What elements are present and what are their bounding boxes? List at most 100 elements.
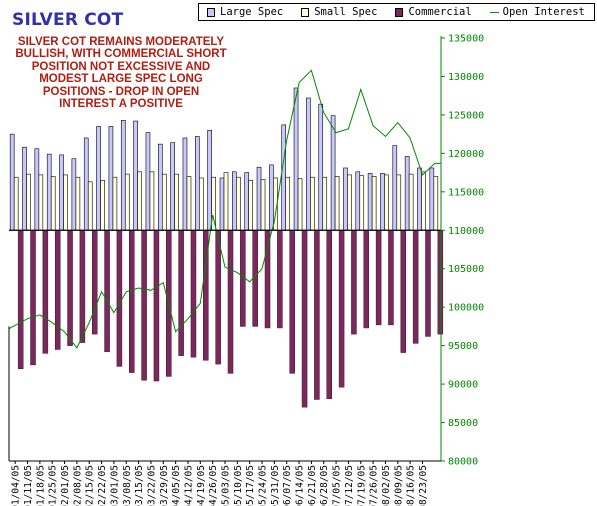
small-spec-bars	[13, 171, 439, 231]
small-spec-bar	[408, 173, 414, 231]
commercial-bar	[54, 230, 61, 350]
small-spec-bar	[396, 174, 402, 231]
large-spec-bar	[355, 171, 361, 231]
x-tick-label: 07/19/05	[356, 465, 367, 506]
large-spec-bar	[46, 153, 52, 231]
large-spec-bar	[429, 167, 435, 231]
legend-swatch-large-spec	[207, 7, 215, 17]
x-tick-label: 06/28/05	[319, 465, 330, 506]
small-spec-bar	[174, 173, 179, 231]
y-tick-label: 100000	[448, 303, 484, 314]
commercial-bar	[375, 230, 382, 326]
x-tick-label: 08/16/05	[406, 465, 417, 506]
large-spec-bar	[145, 132, 151, 231]
large-spec-bar	[96, 126, 101, 231]
x-tick-label: 03/08/05	[122, 465, 133, 506]
small-spec-bar	[137, 171, 142, 231]
x-tick-label: 08/02/05	[381, 465, 392, 506]
legend-label: Small Spec	[314, 6, 378, 18]
commercial-bar	[67, 230, 73, 346]
legend-item-open-interest: Open Interest	[489, 6, 585, 18]
open-interest-line	[8, 69, 441, 349]
small-spec-bar	[248, 179, 253, 231]
x-tick-label: 02/08/05	[72, 465, 83, 506]
x-tick-label: 08/09/05	[393, 465, 404, 506]
legend-label: Open Interest	[502, 6, 585, 18]
annotation-line: POSITIONS - DROP IN OPEN	[42, 85, 200, 98]
legend-swatch-open-interest	[489, 11, 499, 13]
commercial-bar	[178, 230, 184, 356]
x-tick-label: 07/26/05	[369, 465, 380, 506]
small-spec-bar	[322, 176, 328, 231]
commercial-bar	[30, 230, 36, 366]
x-tick-label: 04/05/05	[171, 465, 182, 506]
small-spec-bar	[38, 174, 44, 231]
small-spec-bar	[63, 174, 68, 231]
commercial-bar	[437, 230, 444, 335]
annotation-line: INTEREST A POSITIVE	[59, 98, 183, 111]
large-spec-bar	[34, 148, 40, 231]
small-spec-bar	[359, 175, 365, 231]
large-spec-bar	[157, 143, 163, 231]
commercial-bar	[42, 230, 49, 354]
commercial-bars	[17, 230, 444, 408]
legend-swatch-commercial	[395, 7, 404, 17]
chart-title: SILVER COT	[12, 10, 124, 30]
small-spec-bar	[26, 173, 31, 231]
commercial-bar	[388, 230, 394, 326]
y-tick-label: 135000	[448, 34, 484, 45]
commercial-bar	[215, 230, 221, 365]
x-tick-label: 06/14/05	[295, 465, 306, 506]
commercial-bar	[17, 230, 24, 369]
x-tick-label: 04/26/05	[208, 465, 219, 506]
small-spec-bar	[371, 176, 377, 231]
large-spec-bar	[207, 129, 212, 231]
commercial-bar	[129, 230, 135, 373]
x-tick-label: 01/18/05	[35, 465, 46, 506]
small-spec-bar	[236, 176, 241, 231]
large-spec-bar	[219, 177, 225, 231]
large-spec-bar	[182, 137, 188, 231]
commercial-bar	[338, 230, 345, 388]
small-spec-bar	[75, 176, 81, 231]
annotation-line: SILVER COT REMAINS MODERATELY	[17, 36, 225, 48]
x-tick-label: 03/22/05	[146, 465, 157, 506]
legend-item-large-spec: Large Spec	[207, 6, 283, 18]
commercial-bar	[425, 230, 431, 337]
legend-swatch-small-spec	[301, 7, 310, 17]
x-tick-label: 05/24/05	[258, 465, 269, 506]
large-spec-bar	[83, 137, 89, 231]
commercial-bar	[412, 230, 419, 344]
small-spec-bar	[347, 174, 352, 231]
small-spec-bar	[384, 174, 389, 231]
commercial-bar	[79, 230, 86, 343]
large-spec-bars	[9, 87, 435, 231]
commercial-bar	[314, 230, 320, 400]
annotation-line: BULLISH, WITH COMMERCIAL SHORT	[15, 48, 227, 61]
large-spec-bar	[244, 172, 249, 231]
small-spec-bar	[297, 178, 303, 231]
commercial-bar	[363, 230, 370, 329]
y-tick-label: 85000	[448, 418, 478, 429]
commercial-bar	[141, 230, 147, 381]
large-spec-bar	[170, 142, 175, 231]
small-spec-bar	[310, 176, 315, 231]
commercial-bar	[190, 230, 197, 358]
small-spec-bar	[223, 172, 229, 231]
y-axis-ticks: 80000 85000 90000 95000 100000 105000 110000 11…	[441, 34, 484, 468]
small-spec-bar	[199, 177, 204, 231]
x-tick-label: 05/17/05	[245, 465, 256, 506]
x-tick-label: 03/29/05	[159, 465, 170, 506]
x-tick-label: 02/22/05	[97, 465, 108, 506]
x-tick-label: 01/25/05	[48, 465, 59, 506]
large-spec-bar	[330, 115, 336, 231]
small-spec-bar	[211, 176, 216, 231]
large-spec-bar	[281, 124, 287, 231]
x-tick-label: 03/01/05	[109, 465, 120, 506]
small-spec-bar	[334, 176, 340, 231]
large-spec-bar	[380, 173, 385, 231]
large-spec-bar	[108, 126, 114, 231]
legend-label: Large Spec	[220, 6, 284, 18]
x-tick-label: 01/11/05	[23, 465, 34, 506]
